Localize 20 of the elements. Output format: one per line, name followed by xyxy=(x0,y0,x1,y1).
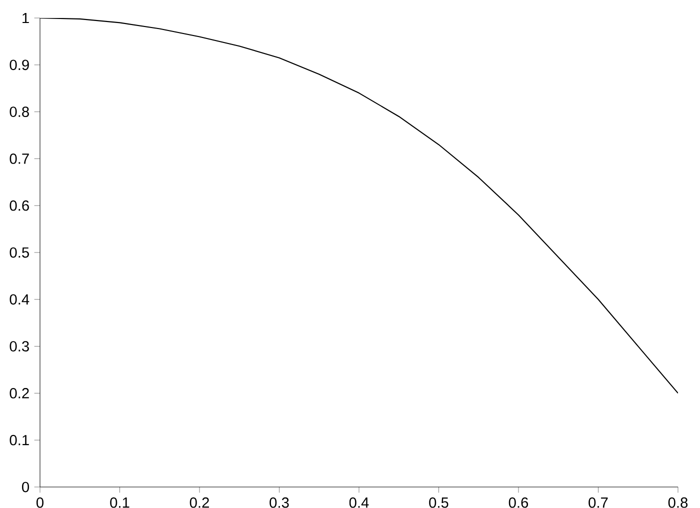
x-tick-label: 0.8 xyxy=(668,497,688,508)
x-tick-label: 0.4 xyxy=(349,497,369,508)
y-tick-label: 0.5 xyxy=(10,247,29,258)
y-tick-label: 0.1 xyxy=(10,434,29,446)
y-tick-label: 0 xyxy=(22,482,30,492)
x-tick-label: 0.6 xyxy=(508,497,528,508)
y-tick-label: 0.6 xyxy=(10,200,29,211)
y-tick-label: 0.4 xyxy=(10,294,30,305)
x-tick-label: 0.7 xyxy=(588,497,608,508)
y-tick-label: 0.8 xyxy=(10,106,29,117)
y-tick-label: 0.9 xyxy=(10,60,29,70)
y-tick-label: 0.3 xyxy=(10,341,29,352)
x-tick-label: 0 xyxy=(36,497,44,508)
y-tick-label: 0.2 xyxy=(10,388,29,398)
y-tick-label: 1 xyxy=(22,12,29,24)
y-tick-label: 0.7 xyxy=(10,154,29,164)
x-tick-label: 0.3 xyxy=(270,497,289,508)
x-tick-label: 0.2 xyxy=(190,497,209,508)
x-tick-label: 0.5 xyxy=(429,497,448,508)
x-tick-label: 0.1 xyxy=(110,497,130,508)
